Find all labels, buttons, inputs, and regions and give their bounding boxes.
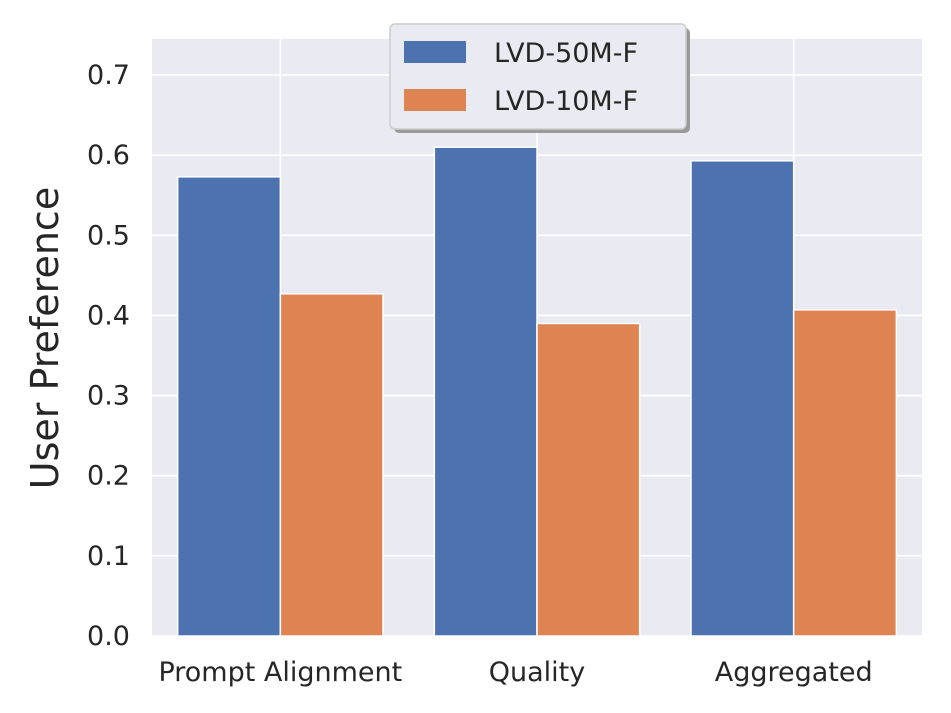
y-tick-label: 0.4 <box>87 300 130 331</box>
x-tick-label: Aggregated <box>715 657 873 688</box>
y-axis-label: User Preference <box>23 187 67 489</box>
bar-lvd-10m-f-aggregated <box>792 309 898 637</box>
x-tick-label: Quality <box>489 657 585 688</box>
bar-lvd-50m-f-prompt-alignment <box>176 176 282 637</box>
x-axis-ticks: Prompt Alignment Quality Aggregated <box>158 657 872 688</box>
y-axis-ticks: 0.0 0.1 0.2 0.3 0.4 0.5 0.6 0.7 <box>87 60 130 652</box>
bar-lvd-50m-f-quality <box>433 146 538 637</box>
bar-lvd-10m-f-prompt-alignment <box>279 293 384 637</box>
y-tick-label: 0.1 <box>87 541 130 572</box>
y-tick-label: 0.5 <box>87 220 130 251</box>
bar-lvd-10m-f-quality <box>536 322 641 637</box>
legend-swatch <box>404 41 466 63</box>
y-tick-label: 0.2 <box>87 461 130 492</box>
y-tick-label: 0.3 <box>87 381 130 412</box>
legend-swatch <box>404 89 466 111</box>
legend-label: LVD-10M-F <box>494 86 638 117</box>
y-tick-label: 0.7 <box>87 60 130 91</box>
y-tick-label: 0.0 <box>87 621 130 652</box>
bar-lvd-50m-f-aggregated <box>690 160 795 637</box>
legend-label: LVD-50M-F <box>494 38 638 69</box>
y-tick-label: 0.6 <box>87 140 130 171</box>
bars <box>176 146 898 637</box>
legend: LVD-50M-F LVD-10M-F <box>389 23 690 133</box>
x-tick-label: Prompt Alignment <box>158 657 402 688</box>
